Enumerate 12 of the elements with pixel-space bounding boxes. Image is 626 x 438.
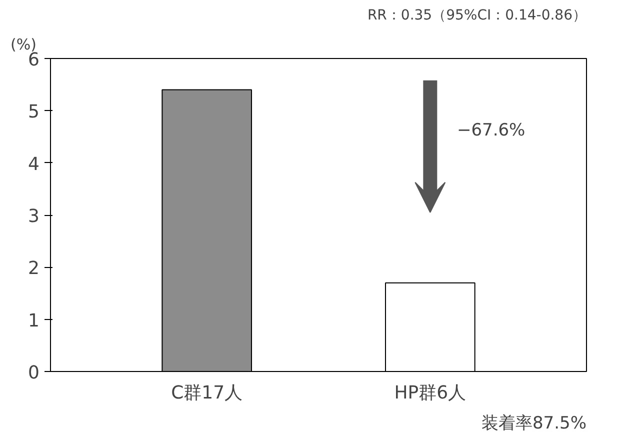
y-tick-label: 0: [28, 362, 40, 384]
y-tick-label: 2: [28, 258, 40, 280]
x-tick-label: HP群6人: [394, 382, 466, 404]
y-tick-label: 5: [28, 102, 40, 123]
y-tick-label: 4: [28, 154, 40, 175]
x-tick-label: C群17人: [171, 382, 243, 404]
y-tick-label: 3: [28, 206, 40, 227]
annotation: −67.6%: [456, 120, 526, 140]
text: RR：0.35（95%CI：0.14-0.86）: [367, 8, 587, 24]
y-axis-title: (%): [10, 36, 36, 54]
y-tick-label: 1: [28, 310, 40, 332]
text: 装着率87.5%: [481, 414, 587, 434]
